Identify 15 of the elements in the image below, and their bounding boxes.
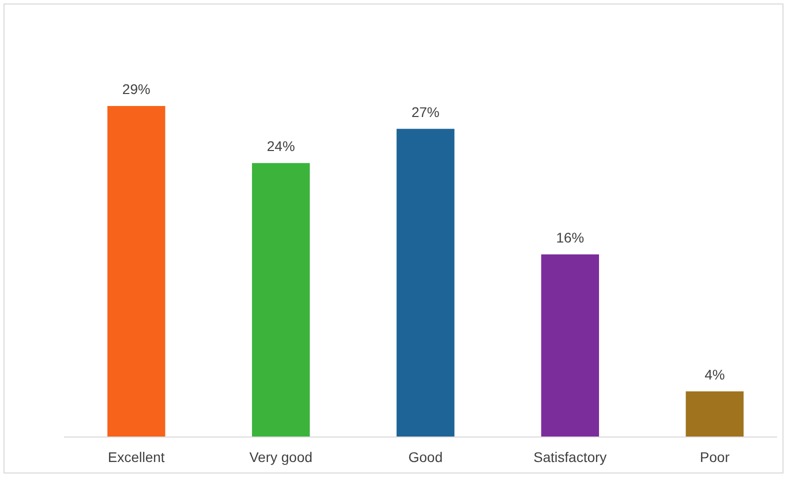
- x-tick-label: Satisfactory: [534, 449, 607, 465]
- x-tick-label: Excellent: [108, 449, 165, 465]
- bar: [686, 391, 744, 437]
- bar: [252, 163, 310, 437]
- data-label: 16%: [556, 229, 584, 246]
- x-tick-label: Poor: [700, 449, 730, 465]
- data-label: 4%: [704, 366, 725, 382]
- bar: [107, 106, 166, 437]
- data-label: 27%: [411, 104, 440, 120]
- data-label: 29%: [122, 81, 150, 97]
- bar: [396, 128, 454, 437]
- bar: [541, 254, 600, 437]
- x-tick-label: Good: [408, 449, 443, 465]
- x-tick-label: Very good: [249, 449, 312, 465]
- data-label: 24%: [266, 138, 295, 154]
